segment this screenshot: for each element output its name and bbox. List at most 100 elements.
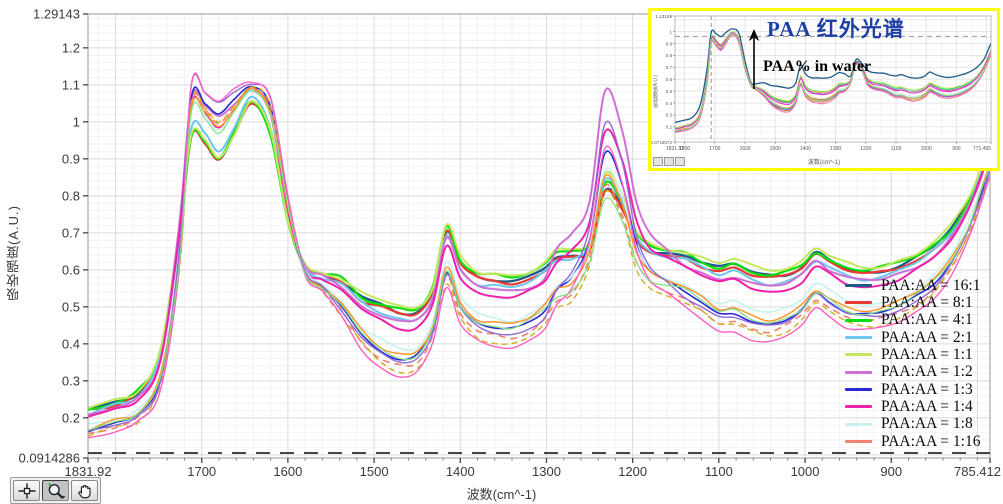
legend-item[interactable]: PAA:AA = 4:1 xyxy=(845,312,980,329)
x-tick-label: 785.412 xyxy=(954,464,1001,479)
inset-y-tick-label: 0.0716572 xyxy=(651,140,672,145)
zoom-tool-button[interactable] xyxy=(42,480,69,501)
y-tick-label: 1 xyxy=(73,114,80,129)
inset-y-tick-label: 0.3 xyxy=(666,113,673,118)
plot-frame xyxy=(87,13,991,459)
inset-pan-tool-button[interactable] xyxy=(675,157,685,166)
cursor-tool-button[interactable] xyxy=(13,480,40,501)
inset-zoom-tool-button[interactable] xyxy=(664,157,674,166)
legend-label: PAA:AA = 1:3 xyxy=(881,380,973,398)
legend: PAA:AA = 16:1 PAA:AA = 8:1 PAA:AA = 4:1 PAA… xyxy=(845,277,980,450)
legend-swatch xyxy=(845,284,872,288)
x-tick-label: 1831.92 xyxy=(65,464,112,479)
spectrum-curve xyxy=(88,87,990,432)
y-tick-label: 0.0914286 xyxy=(19,451,80,466)
legend-item[interactable]: PAA:AA = 1:3 xyxy=(845,381,980,398)
legend-item[interactable]: PAA:AA = 1:1 xyxy=(845,346,980,363)
legend-label: PAA:AA = 1:1 xyxy=(881,346,973,364)
y-tick-label: 0.2 xyxy=(62,410,80,425)
inset-x-tick-label: 1000 xyxy=(921,146,932,152)
inset-spectrum-curve xyxy=(675,28,991,124)
inset-x-axis-title: 波数(cm^-1) xyxy=(807,160,841,166)
inset-x-tick-label: 1831.92 xyxy=(666,146,684,152)
axis-ticks: 1831.92 1700 1600 1500 1400 1300 1200 1100 1000 9… xyxy=(19,7,1001,480)
inset-curves xyxy=(675,28,991,134)
inset-cursor-tool-button[interactable] xyxy=(653,157,663,166)
legend-label: PAA:AA = 2:1 xyxy=(881,328,973,346)
up-arrow-icon xyxy=(748,29,760,89)
spectrum-curve xyxy=(88,89,990,431)
legend-label: PAA:AA = 4:1 xyxy=(881,311,973,329)
legend-swatch xyxy=(845,301,872,305)
y-tick-label: 0.7 xyxy=(62,225,80,240)
spectrum-curve xyxy=(88,72,990,439)
inset-x-tick-label: 1300 xyxy=(830,146,841,152)
spectrum-curve xyxy=(88,95,990,416)
y-tick-label: 0.3 xyxy=(62,373,80,388)
spectrum-curve xyxy=(88,87,990,435)
legend-item[interactable]: PAA:AA = 16:1 xyxy=(845,277,980,294)
legend-label: PAA:AA = 1:16 xyxy=(881,432,981,450)
graph-palette xyxy=(10,477,101,504)
x-tick-label: 1300 xyxy=(532,464,561,479)
inset-graph-palette xyxy=(653,157,685,166)
inset-x-tick-label: 1800 xyxy=(679,146,690,152)
inset-title: PAA 红外光谱 xyxy=(767,17,905,41)
inset-x-tick-label: 1100 xyxy=(891,146,902,152)
legend-item[interactable]: PAA:AA = 1:8 xyxy=(845,415,980,432)
inset-grid xyxy=(675,16,991,142)
y-tick-label: 0.4 xyxy=(62,336,80,351)
legend-item[interactable]: PAA:AA = 1:2 xyxy=(845,363,980,380)
zoom-magnifier-icon xyxy=(48,482,65,499)
legend-item[interactable]: PAA:AA = 1:4 xyxy=(845,398,980,415)
legend-swatch xyxy=(845,336,872,340)
inset-y-tick-label: 1.13169 xyxy=(655,14,672,19)
inset-chart: 1831.92 1800 1700 1600 1500 1400 1300 1200 1100 1… xyxy=(648,8,1000,171)
inset-x-tick-label: 1700 xyxy=(709,146,720,152)
inset-spectrum-curve xyxy=(675,33,991,133)
inset-y-tick-label: 0.4 xyxy=(666,101,673,106)
x-tick-label: 900 xyxy=(880,464,902,479)
legend-item[interactable]: PAA:AA = 2:1 xyxy=(845,329,980,346)
inset-x-tick-label: 1500 xyxy=(770,146,781,152)
pan-hand-icon xyxy=(77,484,91,498)
y-tick-label: 0.9 xyxy=(62,151,80,166)
y-tick-label: 1.1 xyxy=(62,77,80,92)
legend-swatch xyxy=(845,422,872,426)
spectra-curves xyxy=(88,72,990,439)
spectrum-curve xyxy=(88,73,990,432)
y-tick-label: 0.5 xyxy=(62,299,80,314)
legend-item[interactable]: PAA:AA = 8:1 xyxy=(845,294,980,311)
x-tick-label: 1100 xyxy=(705,464,733,479)
inset-y-axis-title: 吸收强度(A.U.) xyxy=(653,74,659,108)
y-tick-label: 1.29143 xyxy=(33,7,80,22)
inset-y-tick-label: 0.7 xyxy=(666,65,673,70)
inset-spectrum-curve xyxy=(675,32,991,132)
spectrum-curve xyxy=(88,100,990,410)
inset-x-tick-label: 1600 xyxy=(739,146,750,152)
inset-y-tick-label: 0.2 xyxy=(666,125,673,130)
legend-swatch xyxy=(845,353,872,357)
x-tick-label: 1400 xyxy=(446,464,475,479)
legend-item[interactable]: PAA:AA = 1:16 xyxy=(845,433,980,450)
legend-swatch xyxy=(845,439,872,443)
y-tick-label: 1.2 xyxy=(62,40,80,55)
legend-label: PAA:AA = 1:4 xyxy=(881,397,973,415)
inset-x-tick-label: 1400 xyxy=(800,146,811,152)
pan-tool-button[interactable] xyxy=(71,480,98,501)
inset-y-tick-label: 0.5 xyxy=(666,89,673,94)
legend-label: PAA:AA = 8:1 xyxy=(881,294,973,312)
x-axis-title: 波数(cm^-1) xyxy=(466,487,537,502)
inset-y-tick-label: 0.9 xyxy=(666,41,673,46)
inset-x-tick-label: 900 xyxy=(952,146,961,152)
x-tick-label: 1500 xyxy=(360,464,389,479)
y-tick-label: 0.8 xyxy=(62,188,80,203)
crosshair-cursor-icon xyxy=(17,482,36,499)
legend-label: PAA:AA = 1:2 xyxy=(881,363,973,381)
legend-swatch xyxy=(845,370,872,374)
inset-subtitle: PAA% in water xyxy=(763,58,872,75)
spectrum-curve xyxy=(88,86,990,438)
